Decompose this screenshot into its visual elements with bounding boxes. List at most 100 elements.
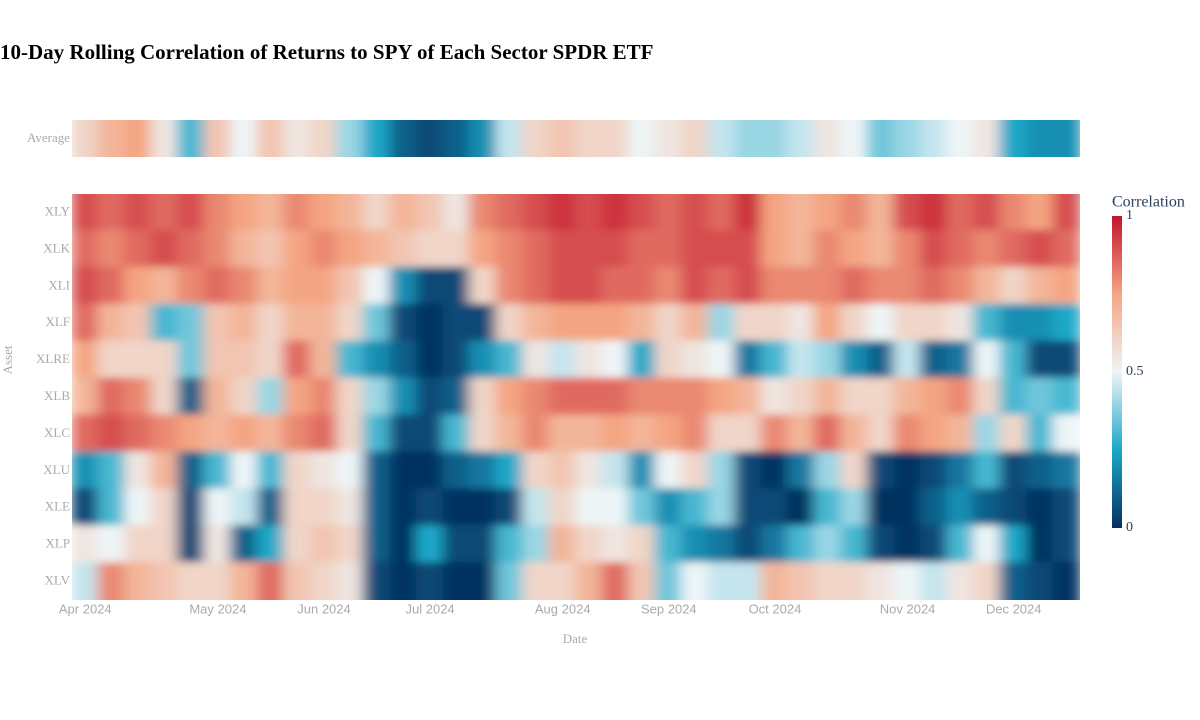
heatmap-cell	[999, 414, 1028, 454]
heatmap-cell	[946, 194, 975, 233]
heatmap-cell	[150, 488, 180, 528]
heatmap-cell	[681, 266, 710, 306]
heatmap-cell	[654, 562, 684, 600]
heatmap-cell	[866, 414, 896, 454]
heatmap-cell	[415, 303, 445, 343]
heatmap-cell	[203, 194, 233, 233]
y-tick-label: XLE	[45, 499, 70, 514]
heatmap-cell	[389, 377, 418, 417]
heatmap-cell	[389, 229, 418, 269]
heatmap-cell	[72, 451, 100, 491]
heatmap-cell	[734, 377, 763, 417]
colorbar-tick-label: 0.5	[1126, 364, 1144, 379]
average-heatmap	[72, 120, 1080, 157]
heatmap-cell	[415, 451, 445, 491]
heatmap-cell	[707, 266, 737, 306]
heatmap-cell	[309, 414, 339, 454]
heatmap-cell	[575, 525, 604, 565]
heatmap-cell	[1025, 120, 1055, 157]
heatmap-cell	[866, 229, 896, 269]
heatmap-cell	[946, 266, 975, 306]
heatmap-cell	[230, 451, 259, 491]
heatmap-cell	[336, 340, 365, 380]
heatmap-cell	[575, 488, 604, 528]
heatmap-cell	[1052, 194, 1080, 233]
heatmap-cell	[813, 266, 843, 306]
heatmap-cell	[866, 194, 896, 233]
heatmap-cell	[97, 525, 127, 565]
heatmap-cell	[734, 562, 763, 600]
heatmap-cell	[283, 414, 312, 454]
heatmap-cell	[575, 120, 604, 157]
heatmap-cell	[415, 562, 445, 600]
heatmap-cell	[760, 340, 790, 380]
heatmap-cell	[601, 340, 631, 380]
heatmap-cell	[150, 562, 180, 600]
heatmap-cell	[150, 340, 180, 380]
heatmap-cell	[575, 414, 604, 454]
heatmap-cell	[734, 229, 763, 269]
heatmap-cell	[283, 377, 312, 417]
heatmap-cell	[468, 120, 498, 157]
heatmap-cell	[813, 120, 843, 157]
heatmap-cell	[840, 488, 869, 528]
heatmap-cell	[919, 525, 949, 565]
heatmap-cell	[548, 303, 577, 343]
heatmap-cell	[972, 303, 1002, 343]
heatmap-cell	[283, 120, 312, 157]
heatmap-cell	[521, 266, 551, 306]
heatmap-cell	[1025, 194, 1055, 233]
heatmap-cell	[601, 229, 631, 269]
heatmap-cell	[415, 229, 445, 269]
heatmap-cell	[230, 525, 259, 565]
heatmap-cell	[230, 414, 259, 454]
y-tick-label: XLK	[43, 240, 70, 255]
heatmap-cell	[97, 451, 127, 491]
heatmap-cell	[336, 525, 365, 565]
heatmap-cell	[813, 562, 843, 600]
heatmap-cell	[999, 377, 1028, 417]
heatmap-cell	[283, 525, 312, 565]
heatmap-cell	[124, 229, 153, 269]
heatmap-cell	[362, 414, 392, 454]
heatmap-cell	[283, 194, 312, 233]
heatmap-cell	[946, 377, 975, 417]
heatmap-cell	[919, 562, 949, 600]
heatmap-cell	[230, 488, 259, 528]
heatmap-cell	[362, 120, 392, 157]
heatmap-cell	[309, 488, 339, 528]
heatmap-cell	[601, 377, 631, 417]
heatmap-cell	[336, 120, 365, 157]
heatmap-cell	[866, 562, 896, 600]
y-tick-label: XLY	[45, 203, 71, 218]
heatmap-cell	[150, 377, 180, 417]
x-tick-label: Dec 2024	[986, 601, 1042, 616]
heatmap-cell	[124, 414, 153, 454]
heatmap-cell	[203, 229, 233, 269]
heatmap-cell	[972, 340, 1002, 380]
x-tick-label: May 2024	[189, 601, 246, 616]
heatmap-cell	[628, 229, 657, 269]
heatmap-cell	[177, 266, 206, 306]
heatmap-cell	[787, 451, 816, 491]
heatmap-cell	[495, 266, 524, 306]
heatmap-cell	[840, 120, 869, 157]
heatmap-cell	[707, 229, 737, 269]
heatmap-cell	[601, 562, 631, 600]
heatmap-cell	[813, 377, 843, 417]
heatmap-cell	[389, 451, 418, 491]
heatmap-cell	[309, 303, 339, 343]
heatmap-cell	[601, 488, 631, 528]
heatmap-cell	[760, 488, 790, 528]
heatmap-cell	[389, 340, 418, 380]
heatmap-cell	[813, 229, 843, 269]
heatmap-cell	[919, 377, 949, 417]
heatmap-cell	[495, 525, 524, 565]
heatmap-cell	[893, 414, 922, 454]
heatmap-cell	[97, 194, 127, 233]
heatmap-cell	[495, 488, 524, 528]
heatmap-cell	[495, 120, 524, 157]
chart-title: 10-Day Rolling Correlation of Returns to…	[0, 40, 654, 64]
heatmap-cell	[442, 525, 471, 565]
heatmap-cell	[442, 377, 471, 417]
